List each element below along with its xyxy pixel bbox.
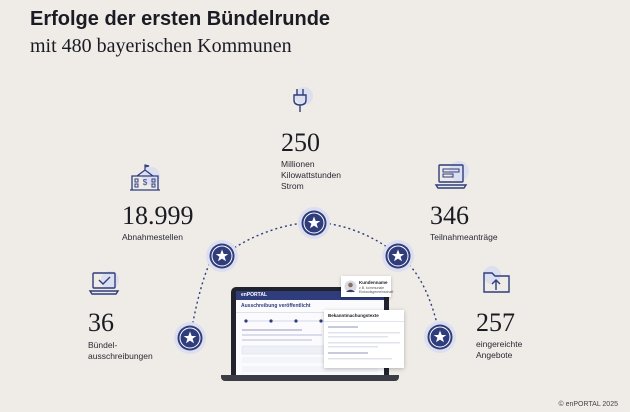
star-medallion bbox=[424, 321, 456, 353]
panel-heading: Bekanntmachungstexte bbox=[324, 310, 404, 322]
stat-value-angebote: 257 bbox=[476, 308, 515, 337]
stat-value-abnahmestellen: 18.999 bbox=[122, 201, 194, 230]
power-plug-icon bbox=[293, 87, 313, 112]
page-title: Erfolge der ersten Bündelrunde bbox=[30, 8, 331, 30]
laptop-base bbox=[221, 375, 399, 381]
bekanntmachung-panel: Bekanntmachungstexte bbox=[324, 310, 404, 368]
stat-label-angebote: eingereichte Angebote bbox=[476, 339, 523, 360]
customer-sub: z.B. kommunale Einkaufsgemeinschaft bbox=[359, 286, 394, 294]
star-medallion bbox=[206, 240, 238, 272]
town-hall-icon: $ bbox=[130, 164, 160, 191]
avatar bbox=[344, 280, 357, 293]
stat-value-teilnahmeantraege: 346 bbox=[430, 201, 469, 230]
svg-text:$: $ bbox=[143, 178, 148, 187]
folder-upload-icon bbox=[483, 266, 510, 293]
laptop-check-icon bbox=[88, 271, 120, 295]
arc-dots-left-lower bbox=[189, 251, 223, 339]
stat-value-strom: 250 bbox=[281, 128, 320, 157]
star-medallion bbox=[298, 207, 330, 239]
stat-value-ausschreibungen: 36 bbox=[88, 308, 114, 337]
page-subtitle: mit 480 bayerischen Kommunen bbox=[30, 35, 292, 57]
app-header-bar: enPORTAL bbox=[236, 291, 384, 300]
arc-dots-right-upper bbox=[313, 221, 399, 256]
app-heading: Ausschreibung veröffentlicht bbox=[236, 300, 384, 313]
panel-content-placeholder bbox=[328, 326, 400, 360]
stat-label-teilnahmeantraege: Teilnahmeanträge bbox=[430, 232, 498, 242]
star-medallion bbox=[382, 240, 414, 272]
app-brand: enPORTAL bbox=[241, 292, 268, 298]
stat-label-abnahmestellen: Abnahmestellen bbox=[122, 232, 183, 242]
laptop-form-icon bbox=[434, 161, 469, 189]
customer-card: Kundenname z.B. kommunale Einkaufsgemein… bbox=[341, 276, 394, 297]
customer-name: Kundenname bbox=[359, 280, 388, 285]
stat-label-ausschreibungen: Bündel- ausschreibungen bbox=[88, 340, 153, 361]
stat-label-strom: Millionen Kilowattstunden Strom bbox=[281, 159, 342, 191]
copyright-note: © enPORTAL 2025 bbox=[558, 401, 618, 408]
star-medallion bbox=[174, 322, 206, 354]
